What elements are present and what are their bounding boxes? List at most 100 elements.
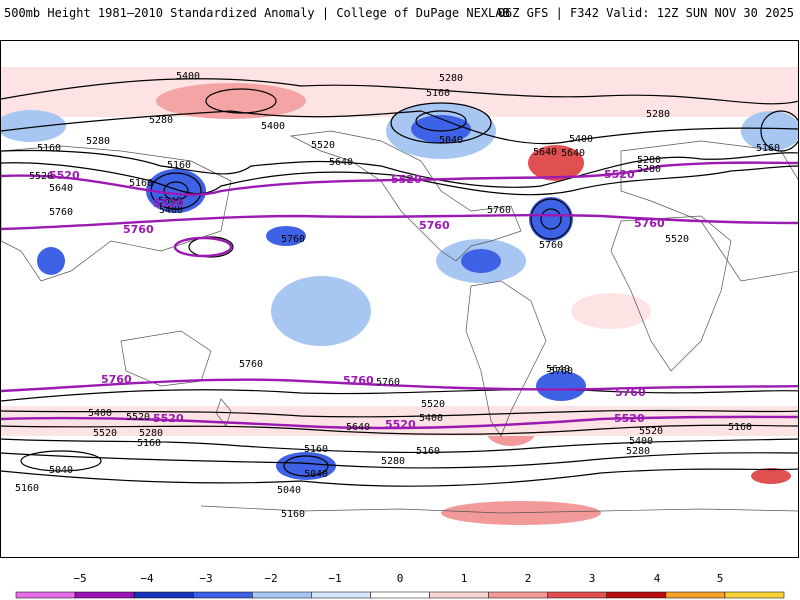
contour-label: 5160: [416, 446, 440, 457]
colorbar-tick: 2: [525, 572, 532, 585]
contour-label: 5280: [637, 164, 661, 175]
colorbar-tick: 0: [397, 572, 404, 585]
contour-label: 5280: [637, 155, 661, 166]
contour-label: 5040: [439, 135, 463, 146]
negative-anomaly-pacific-small: [266, 226, 306, 246]
colorbar-swatch: [252, 591, 312, 599]
contour-5760-south-highlight: [1, 378, 798, 393]
colorbar-swatch: [311, 591, 371, 599]
contour-5520-asia-low: [163, 181, 189, 201]
colorbar-swatch: [606, 591, 667, 599]
contour-5520-south-highlight: [1, 415, 798, 430]
contour-label: 5520: [311, 140, 335, 151]
highlighted-contours: [1, 161, 798, 430]
contour-label: 5040: [49, 465, 73, 476]
contour-label: 5400: [176, 71, 200, 82]
negative-anomaly-india: [37, 247, 65, 275]
contour-label: 5040: [304, 469, 328, 480]
contour-label: 5400: [569, 134, 593, 145]
positive-anomaly-south-indian: [751, 468, 791, 484]
contour-label: 5640: [329, 157, 353, 168]
contour-label: 5160: [756, 143, 780, 154]
positive-anomaly-south-atlantic: [571, 293, 651, 329]
highlight-label: 5760: [634, 217, 665, 230]
australia-coast: [120, 330, 212, 387]
contour-5160-south: [1, 468, 798, 487]
polar-positive-band: [1, 67, 798, 117]
colorbar-swatch: [488, 591, 548, 599]
contour-label: 5640: [49, 183, 73, 194]
contour-label: 5160: [129, 178, 153, 189]
contour-label: 5400: [419, 413, 443, 424]
contour-label: 5640: [533, 147, 557, 158]
contour-label: 5520: [29, 171, 53, 182]
colorbar-swatch: [724, 591, 785, 599]
contour-label: 5280: [381, 456, 405, 467]
contour-label: 5640: [546, 364, 570, 375]
contour-5280-south: [1, 452, 798, 469]
contour-label: 5160: [281, 509, 305, 520]
contour-label: 5160: [304, 444, 328, 455]
contour-label: 5400: [88, 408, 112, 419]
contour-5640-atlantic-low: [530, 198, 572, 240]
contour-5400-mid: [1, 149, 798, 188]
contour-label: 5280: [139, 428, 163, 439]
highlight-label: 5760: [615, 386, 646, 399]
colorbar-tick: 3: [589, 572, 596, 585]
coastlines: [1, 130, 798, 514]
height-contours: [1, 78, 798, 487]
contour-5520-mid: [1, 162, 798, 196]
contour-5520-north-highlight: [1, 161, 798, 196]
colorbar-tick-labels: −5 −4 −3 −2 −1 0 1 2 3 4 5: [73, 572, 723, 585]
contour-label: 5640: [158, 196, 182, 207]
positive-anomaly-north-atlantic: [528, 145, 584, 181]
contour-5760-north-highlight: [1, 213, 798, 231]
contour-5400-pacific-ring: [205, 88, 277, 114]
map-header: 500mb Height 1981–2010 Standardized Anom…: [0, 0, 800, 24]
contour-label: 5280: [439, 73, 463, 84]
contour-label: 5280: [646, 109, 670, 120]
asia-coast: [1, 145, 232, 282]
highlight-label: 5760: [123, 223, 154, 236]
contour-label: 5160: [15, 483, 39, 494]
colorbar-tick: 4: [654, 572, 661, 585]
colorbar-swatch: [429, 591, 489, 599]
contour-5040-canada: [415, 110, 467, 132]
anomaly-map: 5400 5280 5160 5040 5280 5400 5640 5280 …: [0, 40, 799, 558]
contour-label: 5520: [421, 399, 445, 410]
contour-label: 5760: [539, 240, 563, 251]
highlight-label: 5520: [153, 197, 184, 210]
contour-label: 5280: [86, 136, 110, 147]
negative-anomaly-far-east: [741, 111, 798, 151]
north-america-coast: [289, 130, 522, 262]
contour-label: 5760: [239, 359, 263, 370]
highlight-label: 5760: [101, 373, 132, 386]
contour-label: 5160: [426, 88, 450, 99]
colorbar-tick: −1: [328, 572, 341, 585]
colorbar-tick: −2: [264, 572, 277, 585]
contour-label: 5640: [561, 148, 585, 159]
negative-anomaly-central-pacific: [271, 276, 371, 346]
highlight-label: 5520: [153, 412, 184, 425]
europe-asia-coast-east: [620, 140, 798, 282]
south-america-coast: [465, 280, 547, 437]
contour-label: 5640: [346, 422, 370, 433]
contour-5400-south: [1, 438, 798, 454]
contour-label: 5400: [261, 121, 285, 132]
highlight-label: 5520: [604, 168, 635, 181]
contour-label: 5760: [487, 205, 511, 216]
colorbar-swatch: [547, 591, 608, 599]
contour-label: 5760: [281, 234, 305, 245]
positive-anomaly-north-pacific: [156, 83, 306, 119]
contour-label: 5400: [629, 436, 653, 447]
colorbar-swatches: [15, 591, 785, 599]
contour-5760-pacific-high: [188, 236, 234, 258]
highlight-label: 5520: [391, 173, 422, 186]
contour-label: 5280: [149, 115, 173, 126]
highlight-label: 5520: [49, 169, 80, 182]
map-svg: 5400 5280 5160 5040 5280 5400 5640 5280 …: [1, 67, 798, 525]
colorbar-swatch: [192, 591, 253, 599]
highlight-label: 5760: [343, 374, 374, 387]
colorbar-tick: 1: [461, 572, 468, 585]
contour-label: 5760: [49, 207, 73, 218]
